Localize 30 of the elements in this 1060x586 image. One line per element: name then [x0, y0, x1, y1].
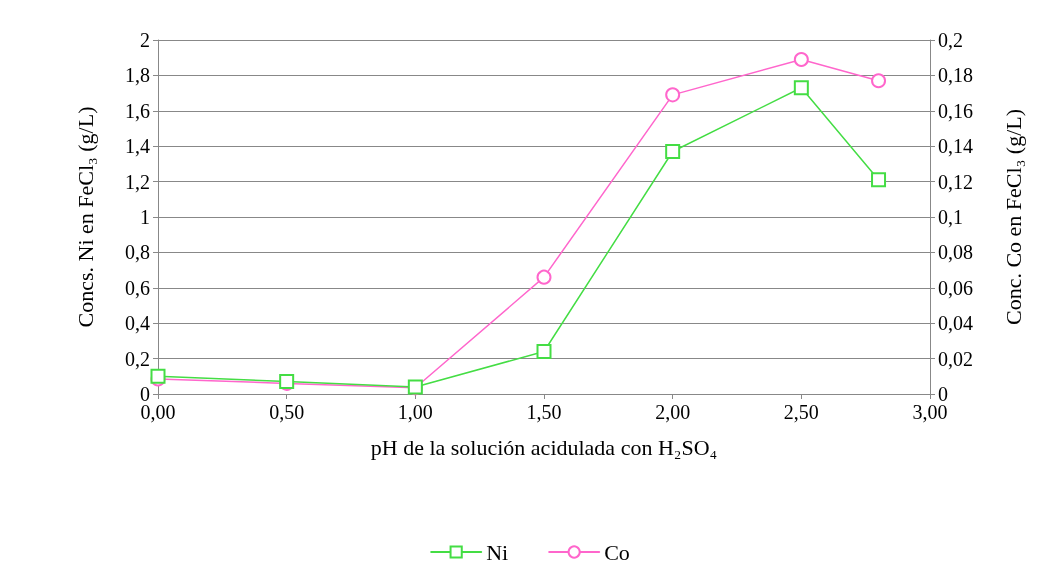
y2-tick-label: 0,18 — [938, 64, 973, 87]
y-tick-label: 1,6 — [125, 99, 150, 122]
y-tick-label: 0,4 — [125, 312, 150, 335]
y-tick-label: 1 — [140, 206, 150, 228]
y2-tick-label: 0,14 — [938, 135, 973, 158]
y2-axis-title: Conc. Co en FeCl₃ (g/L) — [1000, 108, 1026, 326]
y-tick-label: 1,8 — [125, 64, 150, 87]
y-tick-label: 0,2 — [125, 347, 150, 370]
x-tick-label: 0,50 — [269, 401, 305, 423]
y-tick-label: 1,4 — [125, 135, 150, 158]
y-axis-title: Concs. Ni en FeCl₃ (g/L) — [72, 106, 98, 328]
y2-tick-label: 0,1 — [938, 206, 963, 228]
y-tick-label: 2 — [140, 29, 150, 51]
y-tick-label: 0,8 — [125, 241, 150, 264]
y2-tick-label: 0,12 — [938, 170, 973, 193]
legend-label: Co — [604, 539, 630, 565]
x-axis-title: pH de la solución acidulada con H₂SO₄ — [370, 434, 718, 460]
x-tick-label: 2,00 — [655, 401, 691, 423]
x-tick-label: 1,00 — [397, 401, 433, 423]
x-tick-label: 1,50 — [526, 401, 562, 423]
y-tick-label: 0,6 — [125, 276, 150, 299]
y2-tick-label: 0,02 — [938, 347, 973, 370]
y2-tick-label: 0,08 — [938, 241, 973, 264]
y2-tick-label: 0,06 — [938, 276, 973, 299]
y2-tick-label: 0,04 — [938, 312, 973, 335]
x-tick-label: 2,50 — [783, 401, 819, 423]
y2-tick-label: 0,16 — [938, 99, 973, 122]
legend-label: Ni — [486, 539, 509, 565]
y2-tick-label: 0,2 — [938, 29, 963, 51]
y-tick-label: 1,2 — [125, 170, 150, 193]
